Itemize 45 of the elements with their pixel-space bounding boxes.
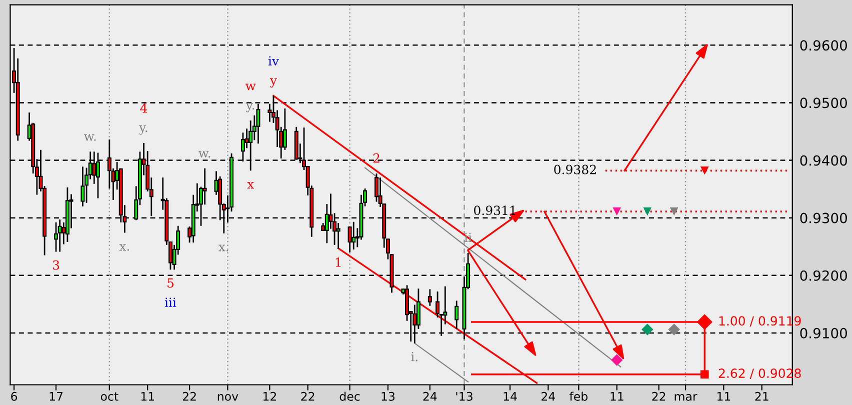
x-tick-label: 13 — [382, 392, 395, 401]
annotation: w — [245, 84, 256, 90]
x-tick-label: 11 — [141, 392, 154, 401]
x-tick-label: 24 — [542, 392, 556, 401]
annotation: x. — [119, 244, 130, 251]
x-tick-label: 17 — [50, 392, 63, 401]
annotation: x — [247, 182, 254, 188]
annotation: i. — [411, 352, 418, 362]
annotation: x. — [218, 244, 228, 252]
x-tick-label: '13 — [456, 392, 472, 401]
y-tick-label: 0.9500 — [800, 98, 847, 108]
x-tick-label: 22 — [182, 392, 196, 401]
y-tick-label: 0.9300 — [800, 212, 847, 224]
x-tick-label: feb — [570, 392, 588, 401]
x-tick-label: oct — [100, 392, 118, 401]
annotation: w. — [84, 134, 96, 141]
x-tick-label: 22 — [301, 392, 314, 401]
x-tick-label: mar — [674, 394, 698, 401]
annotation: 5 — [168, 278, 174, 288]
x-tick-label: dec — [340, 392, 360, 401]
x-tick-label: 14 — [504, 392, 517, 401]
annotation: w. — [198, 150, 210, 158]
x-tick-label: 12 — [263, 392, 276, 401]
x-tick-label: 24 — [423, 392, 437, 401]
annotation: y. — [246, 102, 254, 112]
annotation: iv — [268, 56, 279, 66]
annotation: 2 — [373, 153, 380, 163]
annotation: 0.9382 — [554, 164, 596, 174]
x-tick-label: 22 — [652, 392, 666, 401]
y-tick-label: 0.9100 — [800, 328, 847, 338]
annotation: 4 — [140, 103, 148, 113]
annotation: y — [270, 78, 277, 88]
annotation: y. — [139, 125, 148, 135]
x-tick-label: 21 — [755, 392, 768, 401]
x-tick-label: 6 — [11, 392, 18, 401]
annotation: 0.9311 — [474, 206, 516, 216]
annotation: 3 — [52, 260, 60, 270]
annotation: iii — [164, 298, 176, 307]
x-tick-label: 11 — [717, 392, 730, 401]
y-tick-label: 0.9600 — [800, 40, 847, 51]
y-tick-label: 0.9400 — [800, 155, 847, 166]
x-tick-label: nov — [218, 394, 238, 401]
x-tick-label: 11 — [610, 392, 624, 401]
y-tick-label: 0.9200 — [800, 270, 847, 281]
annotation: 1 — [336, 257, 341, 267]
